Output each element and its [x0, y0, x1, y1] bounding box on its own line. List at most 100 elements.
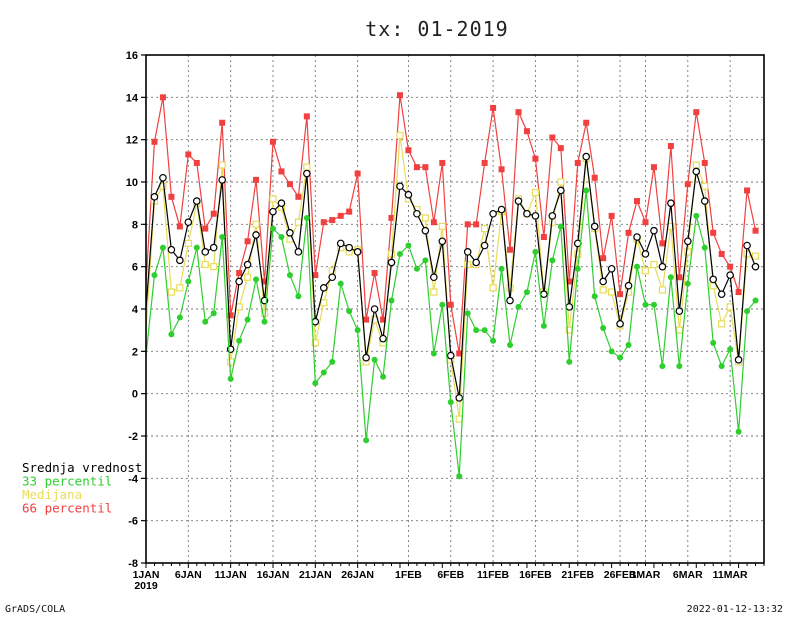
data-point: [185, 278, 192, 285]
data-point: [236, 270, 243, 277]
data-point: [413, 164, 420, 171]
data-point: [566, 278, 573, 285]
data-point: [380, 373, 387, 380]
data-point: [464, 310, 471, 317]
data-point: [667, 143, 674, 150]
data-point: [540, 234, 547, 241]
data-point: [480, 241, 489, 250]
data-point: [151, 272, 158, 279]
data-point: [489, 209, 497, 218]
data-point: [252, 231, 260, 239]
y-tick-label: -4: [128, 473, 139, 485]
data-point: [370, 305, 379, 313]
y-axis: -8 -6 -4 -2 0 2 4 6 8 10 12 14 16: [126, 50, 146, 570]
data-point: [752, 227, 759, 234]
data-point: [312, 380, 319, 387]
data-point: [693, 109, 700, 116]
data-point: [507, 341, 514, 348]
chart-title: tx: 01-2019: [365, 17, 508, 41]
data-point: [658, 262, 667, 271]
data-point: [269, 195, 277, 203]
x-tick-label: 11JAN: [215, 569, 247, 581]
data-point: [176, 284, 184, 292]
data-point: [692, 167, 701, 176]
data-point: [641, 250, 650, 258]
data-point: [210, 210, 217, 217]
data-point: [743, 241, 751, 250]
data-point: [388, 297, 395, 304]
data-point: [303, 113, 310, 120]
data-point: [718, 250, 725, 257]
data-point: [497, 205, 506, 214]
data-point: [727, 346, 734, 353]
data-point: [286, 229, 294, 237]
data-point: [363, 437, 370, 444]
data-point: [591, 174, 598, 181]
data-point: [396, 131, 404, 140]
data-point: [507, 246, 514, 253]
data-point: [396, 182, 404, 191]
data-point: [286, 272, 293, 279]
data-point: [523, 209, 531, 218]
data-point: [506, 296, 514, 305]
data-point: [515, 109, 522, 116]
y-tick-label: -2: [128, 431, 138, 443]
x-tick-label: 26FEB: [604, 569, 637, 581]
data-point: [261, 278, 268, 285]
data-point: [404, 190, 413, 199]
data-point: [489, 284, 497, 292]
data-point: [421, 214, 429, 222]
data-point: [371, 270, 378, 277]
data-point: [345, 243, 353, 252]
x-tick-label: 1FEB: [395, 569, 422, 581]
data-point: [312, 272, 319, 279]
footer-left: GrADS/COLA: [5, 604, 65, 615]
data-point: [532, 155, 539, 162]
data-point: [193, 159, 200, 166]
data-point: [269, 225, 276, 232]
data-point: [311, 317, 320, 326]
data-point: [447, 301, 454, 308]
data-point: [337, 280, 344, 287]
data-point: [667, 274, 674, 281]
data-point: [396, 250, 403, 257]
data-point: [616, 320, 624, 328]
data-point: [752, 297, 759, 304]
data-point: [320, 369, 327, 376]
data-point: [625, 341, 632, 348]
data-point: [735, 428, 742, 435]
series-srednja-vrednost: [145, 152, 760, 402]
data-point: [617, 354, 624, 361]
data-point: [650, 301, 657, 308]
data-point: [557, 145, 564, 152]
data-point: [455, 394, 464, 402]
data-point: [176, 314, 183, 321]
data-point: [607, 264, 616, 273]
data-point: [676, 363, 683, 370]
data-point: [540, 322, 547, 329]
data-point: [294, 248, 303, 256]
x-tick-label: 1JAN: [133, 569, 160, 581]
data-point: [557, 223, 564, 230]
data-point: [185, 151, 192, 158]
data-point: [608, 288, 616, 296]
data-point: [295, 293, 302, 300]
data-point: [463, 248, 472, 256]
data-point: [192, 197, 201, 205]
data-point: [235, 277, 243, 286]
data-point: [219, 119, 226, 126]
x-tick-label: 6FEB: [437, 569, 464, 581]
data-point: [498, 265, 505, 272]
data-point: [641, 267, 650, 275]
data-point: [473, 221, 480, 228]
data-point: [227, 375, 234, 382]
data-point: [608, 212, 615, 219]
x-tick-label: 16JAN: [257, 569, 290, 581]
data-point: [600, 255, 607, 262]
data-point: [735, 289, 742, 296]
data-point: [634, 263, 641, 270]
data-point: [531, 188, 540, 197]
data-point: [303, 214, 310, 221]
data-point: [481, 327, 488, 334]
data-point: [168, 331, 175, 338]
